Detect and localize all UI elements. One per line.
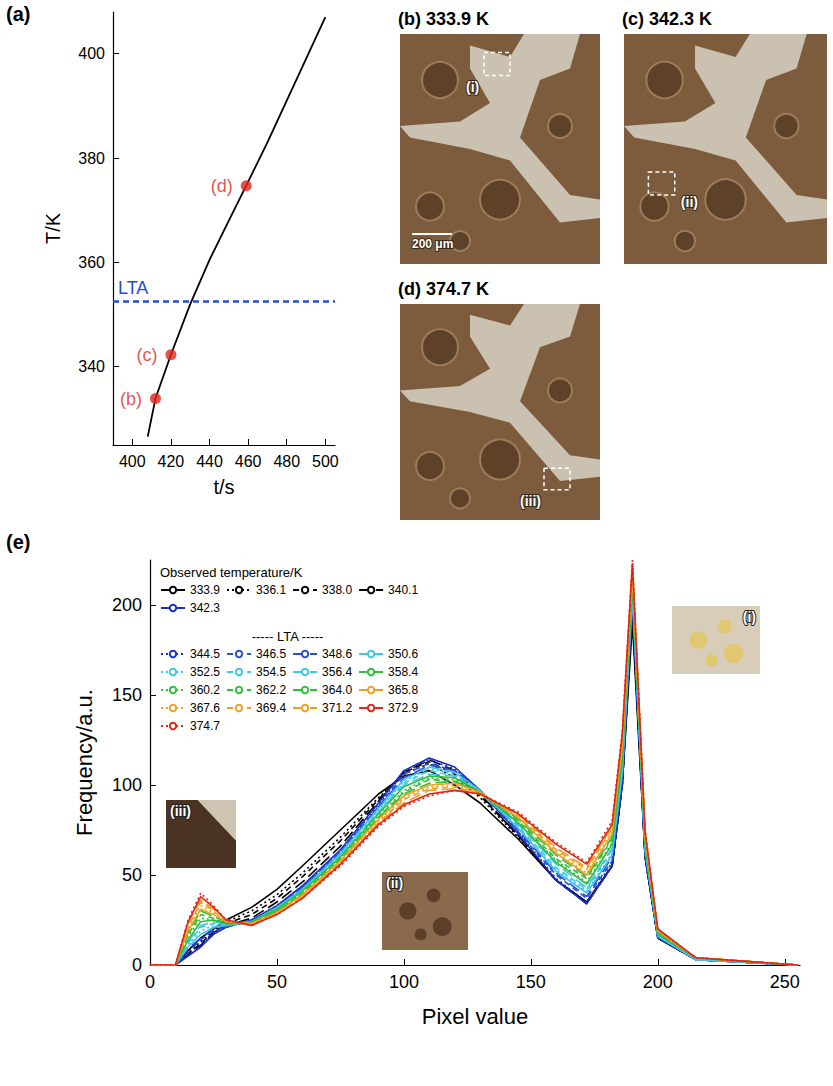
svg-text:480: 480 [273,453,300,470]
svg-text:344.5: 344.5 [190,647,220,661]
svg-text:T/K: T/K [42,212,64,244]
svg-text:333.9: 333.9 [190,583,220,597]
svg-text:500: 500 [312,453,339,470]
svg-text:(c) 342.3 K: (c) 342.3 K [622,9,712,29]
svg-text:(b): (b) [120,389,142,409]
svg-text:400: 400 [119,453,146,470]
svg-text:LTA: LTA [118,278,148,298]
svg-text:(iii): (iii) [520,493,541,509]
svg-text:t/s: t/s [213,476,234,498]
svg-text:(c): (c) [136,345,157,365]
svg-text:362.2: 362.2 [256,683,286,697]
svg-text:440: 440 [196,453,223,470]
svg-text:360: 360 [78,254,105,271]
svg-text:150: 150 [112,685,142,705]
svg-text:100: 100 [112,775,142,795]
svg-text:352.5: 352.5 [190,665,220,679]
svg-text:(e): (e) [6,531,30,553]
svg-text:348.6: 348.6 [322,647,352,661]
svg-text:374.7: 374.7 [190,719,220,733]
svg-text:----- LTA -----: ----- LTA ----- [252,629,324,644]
svg-text:(d): (d) [211,176,233,196]
svg-text:365.8: 365.8 [388,683,418,697]
svg-text:0: 0 [132,955,142,975]
svg-text:50: 50 [267,972,287,992]
svg-text:(d) 374.7 K: (d) 374.7 K [398,279,489,299]
svg-text:342.3: 342.3 [190,601,220,615]
svg-text:Observed temperature/K: Observed temperature/K [160,565,303,580]
svg-text:250: 250 [770,972,800,992]
svg-text:346.5: 346.5 [256,647,286,661]
svg-text:358.4: 358.4 [388,665,418,679]
svg-text:(b) 333.9 K: (b) 333.9 K [398,9,489,29]
svg-text:200 μm: 200 μm [412,237,453,251]
svg-text:200: 200 [643,972,673,992]
svg-text:(ii): (ii) [386,875,403,891]
svg-text:354.5: 354.5 [256,665,286,679]
svg-text:360.2: 360.2 [190,683,220,697]
svg-text:(i): (i) [743,609,756,625]
svg-text:50: 50 [122,865,142,885]
svg-text:367.6: 367.6 [190,701,220,715]
svg-text:400: 400 [78,45,105,62]
svg-text:356.4: 356.4 [322,665,352,679]
svg-text:100: 100 [389,972,419,992]
svg-text:(i): (i) [466,79,479,95]
svg-text:200: 200 [112,595,142,615]
svg-text:340: 340 [78,358,105,375]
svg-text:(a): (a) [6,3,30,25]
svg-text:(ii): (ii) [681,194,698,210]
svg-text:340.1: 340.1 [388,583,418,597]
svg-text:350.6: 350.6 [388,647,418,661]
svg-text:364.0: 364.0 [322,683,352,697]
svg-text:338.0: 338.0 [322,583,352,597]
svg-text:371.2: 371.2 [322,701,352,715]
svg-text:Pixel value: Pixel value [422,1004,528,1029]
svg-text:420: 420 [158,453,185,470]
svg-text:380: 380 [78,150,105,167]
svg-text:Frequency/a.u.: Frequency/a.u. [72,689,97,836]
svg-text:150: 150 [516,972,546,992]
svg-text:460: 460 [235,453,262,470]
svg-text:0: 0 [145,972,155,992]
svg-text:369.4: 369.4 [256,701,286,715]
svg-text:372.9: 372.9 [388,701,418,715]
svg-text:336.1: 336.1 [256,583,286,597]
svg-text:(iii): (iii) [170,803,191,819]
